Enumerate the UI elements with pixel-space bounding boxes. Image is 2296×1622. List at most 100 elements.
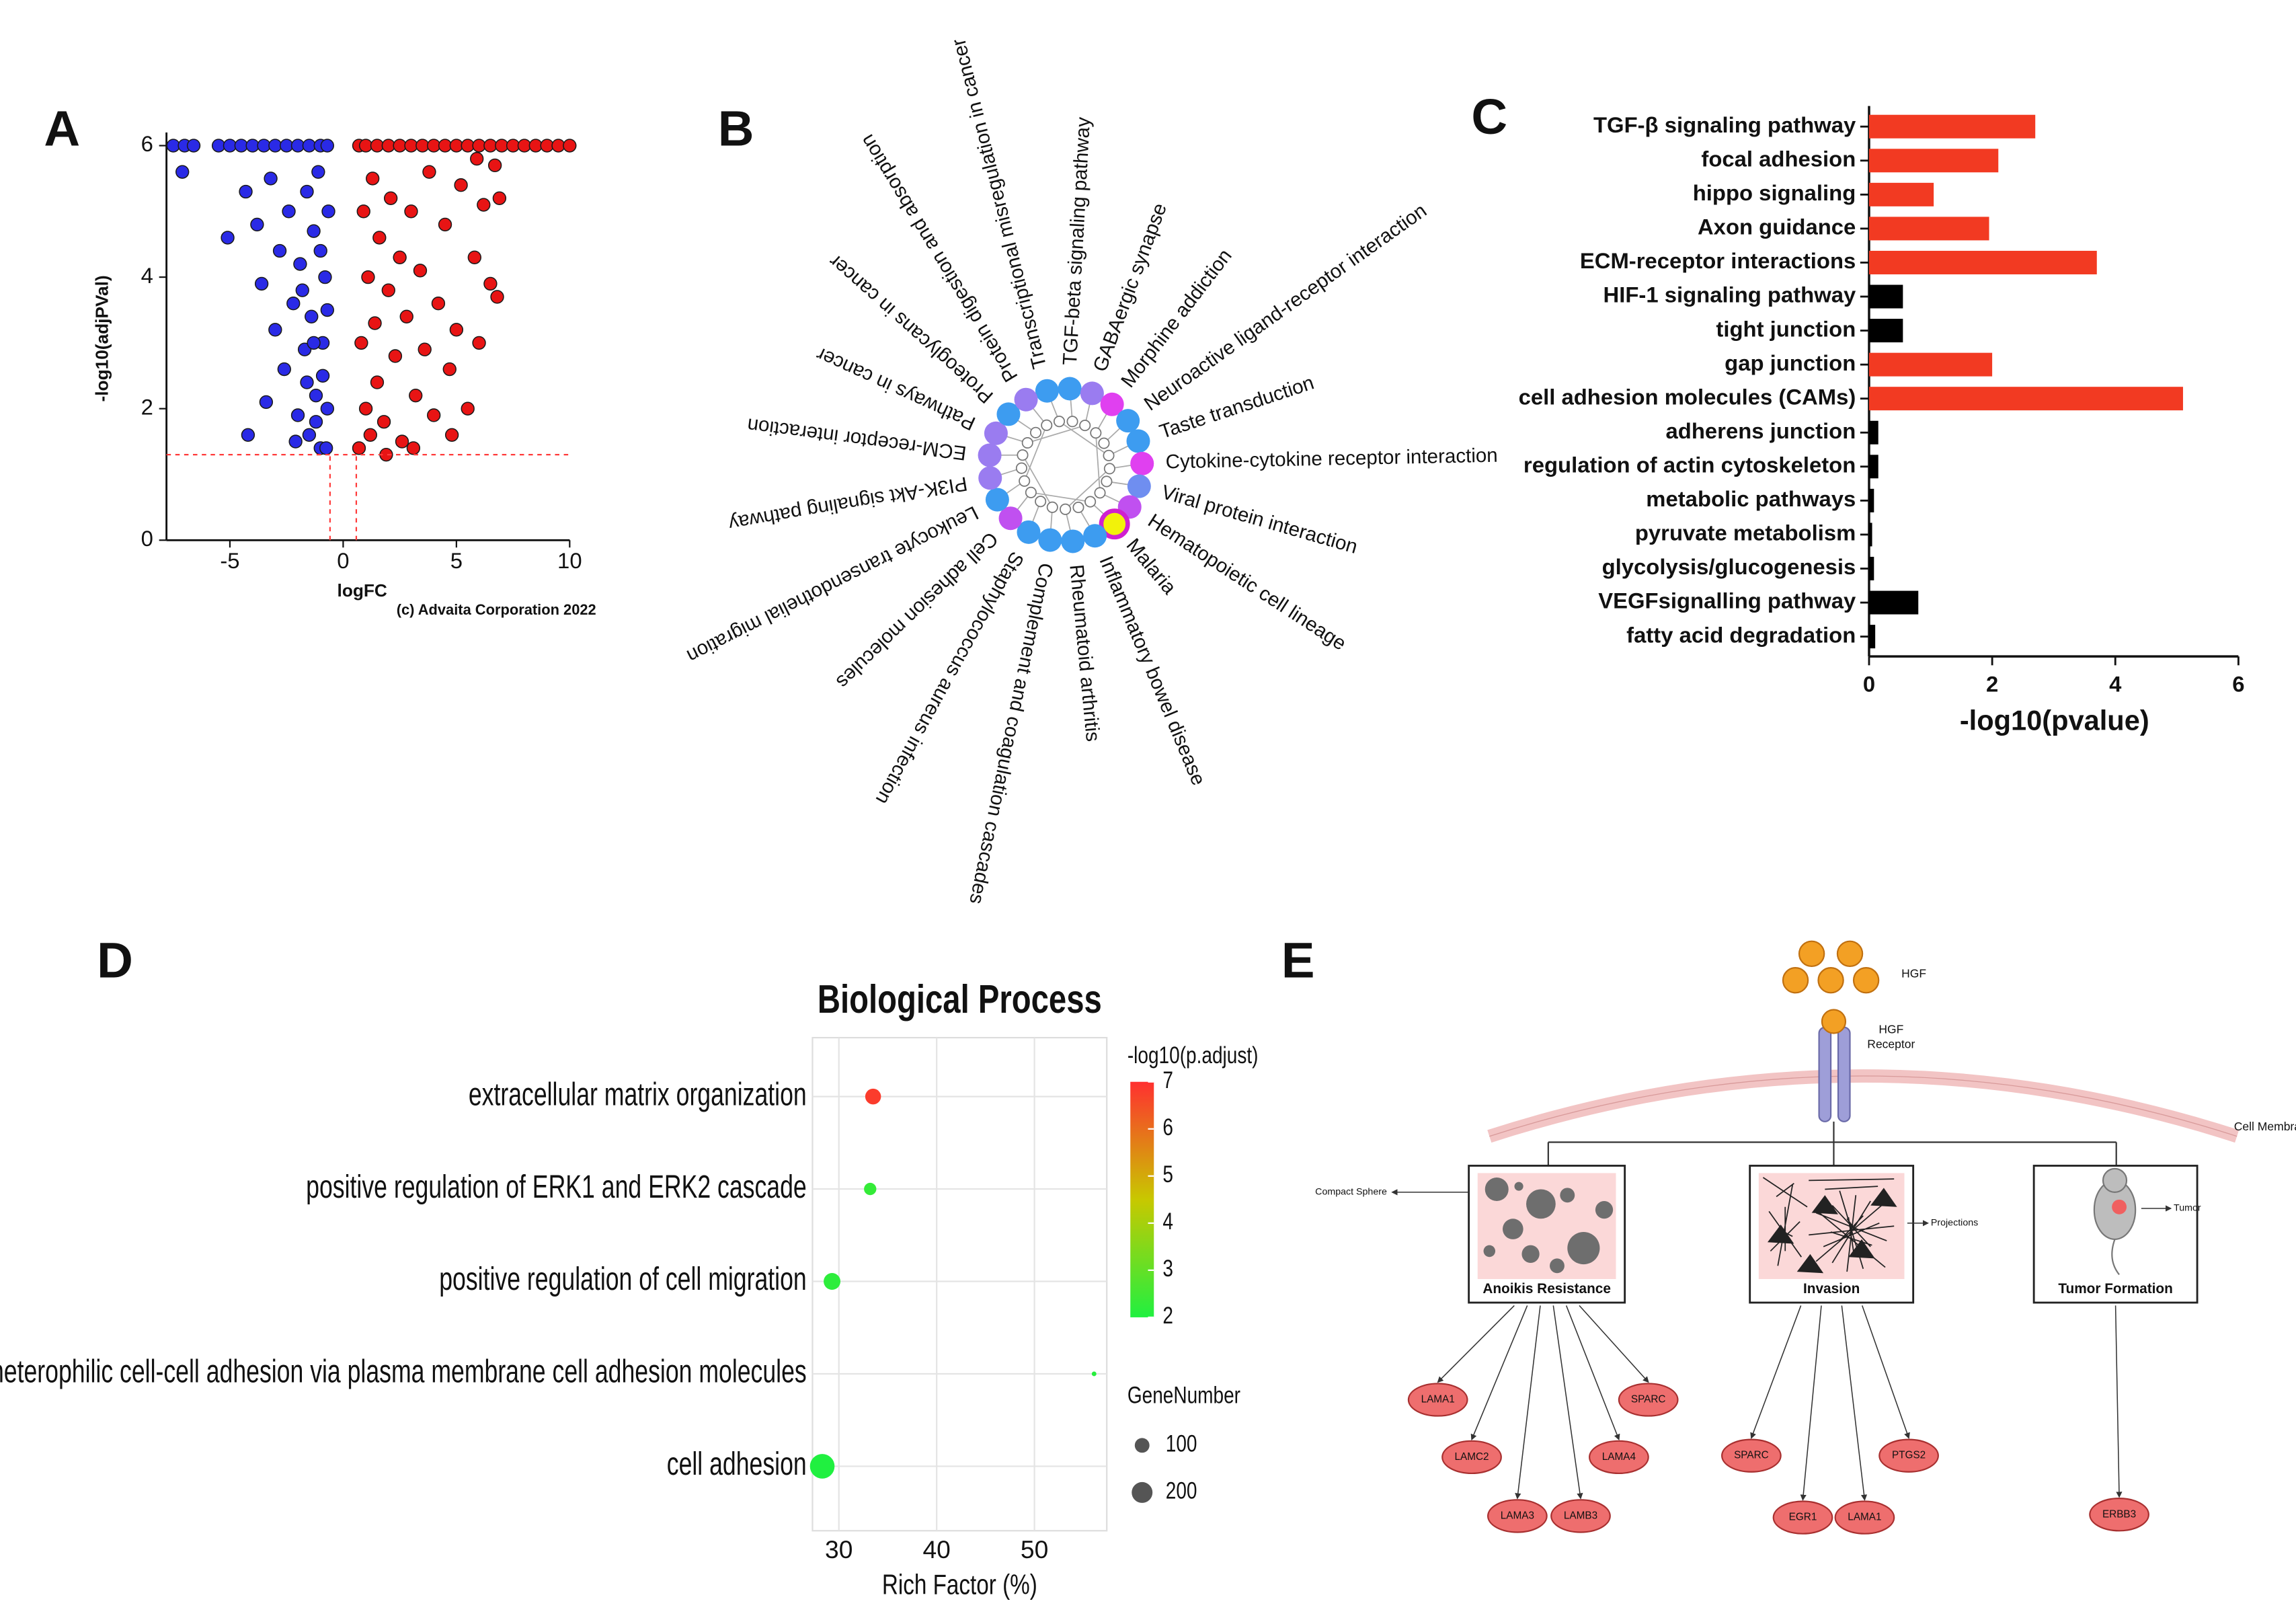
gene-node [1053,416,1066,428]
bar [1868,319,1903,343]
network-edge [1095,432,1101,493]
category-label: extracellular matrix organization [469,1076,807,1112]
mouse-head [2102,1167,2128,1193]
sphere [1550,1258,1565,1274]
data-point [395,434,409,449]
category-label: adherens junction [1666,418,1856,443]
gene-node [1589,1440,1649,1475]
gene-label: SPARC [1734,1450,1769,1461]
bar [1868,114,2036,139]
pathway-node [1130,451,1154,475]
y-tick-label: 0 [141,526,153,551]
data-point [492,191,507,205]
data-point [315,369,330,383]
data-point [370,375,385,389]
sphere [1483,1245,1496,1258]
panel-label: B [718,101,754,157]
sphere [1567,1231,1600,1265]
data-point [363,428,378,442]
x-tick-label: -5 [220,548,239,573]
gene-node [1772,1500,1833,1535]
dot [824,1273,841,1290]
data-point [321,204,335,219]
category-label: regulation of actin cytoskeleton [1523,453,1856,477]
arrow [1515,1305,1541,1500]
panel-label: A [44,101,80,157]
data-point [254,276,269,291]
pathway-diagram: HGF HGF Receptor Cell Membrane Anoikis Resis… [1315,940,2296,1535]
sphere [1526,1189,1556,1219]
arrow [1437,1305,1515,1383]
mouse-tumor [2112,1199,2127,1214]
panel-label: E [1281,932,1315,988]
network-edge [1023,425,1047,481]
bar [1868,420,1878,445]
category-label: Axon guidance [1698,215,1856,239]
data-point [477,198,491,212]
pathway-node [985,488,1009,512]
dot [1091,1371,1097,1377]
data-point [352,441,366,455]
pathway-node [1038,528,1062,552]
data-point [239,184,253,199]
gene-node [1103,449,1115,461]
x-tick-label: 2 [1986,672,1998,697]
data-point [426,408,441,422]
data-point [551,139,565,153]
data-point [300,184,314,199]
data-point [415,139,430,153]
data-point [309,388,323,403]
gene-node [1015,462,1027,474]
panel-label: C [1471,89,1507,145]
data-point [388,349,403,363]
pathway-node [1014,387,1038,412]
category-label: HIF-1 signaling pathway [1604,282,1856,307]
arrow [2114,1305,2123,1498]
gene-label: LAMA4 [1602,1451,1636,1463]
colorbar-title: -log10(p.adjust) [1127,1042,1259,1069]
ligand [1836,940,1864,968]
data-point [490,290,504,304]
pathway-node [1126,429,1150,453]
sphere [1595,1201,1614,1219]
data-point [311,165,325,179]
data-point [449,139,464,153]
data-point [313,243,327,258]
pathway-node [978,443,1002,467]
network-edge [1058,420,1109,457]
x-axis-label: logFC [338,580,387,601]
receptor [1837,1026,1851,1122]
data-point [372,231,387,245]
dot [865,1088,881,1105]
data-point [449,323,464,337]
receptor-label: HGF [1878,1023,1903,1036]
pathway-label: Cytokine-cytokine receptor interaction [1165,445,1498,473]
data-point [290,139,305,153]
gene-node [1017,449,1029,461]
data-point [211,139,226,153]
ligand [1852,967,1880,994]
colorbar-tick-label: 2 [1162,1302,1173,1329]
bar [1868,387,2183,411]
chart-title: Biological Process [818,978,1102,1021]
data-point [438,139,452,153]
gene-node [1407,1383,1468,1417]
data-point [295,283,309,297]
data-point [234,139,248,153]
data-point [257,139,271,153]
arrow [1800,1305,1822,1501]
arrow [1750,1305,1802,1439]
data-point [245,139,260,153]
data-point [472,336,486,350]
category-label: tight junction [1716,316,1856,341]
data-point [418,342,432,356]
callout-label: Compact Sphere [1315,1187,1387,1198]
bar [1868,557,1874,581]
gene-node [1090,427,1102,439]
category-label: TGF-β signaling pathway [1593,112,1856,137]
category-label: positive regulation of ERK1 and ERK2 cas… [306,1169,807,1204]
tree [1547,1121,2117,1166]
ligand [1817,967,1844,994]
network: Transcriptional misregulation in cancer T… [683,36,1498,906]
